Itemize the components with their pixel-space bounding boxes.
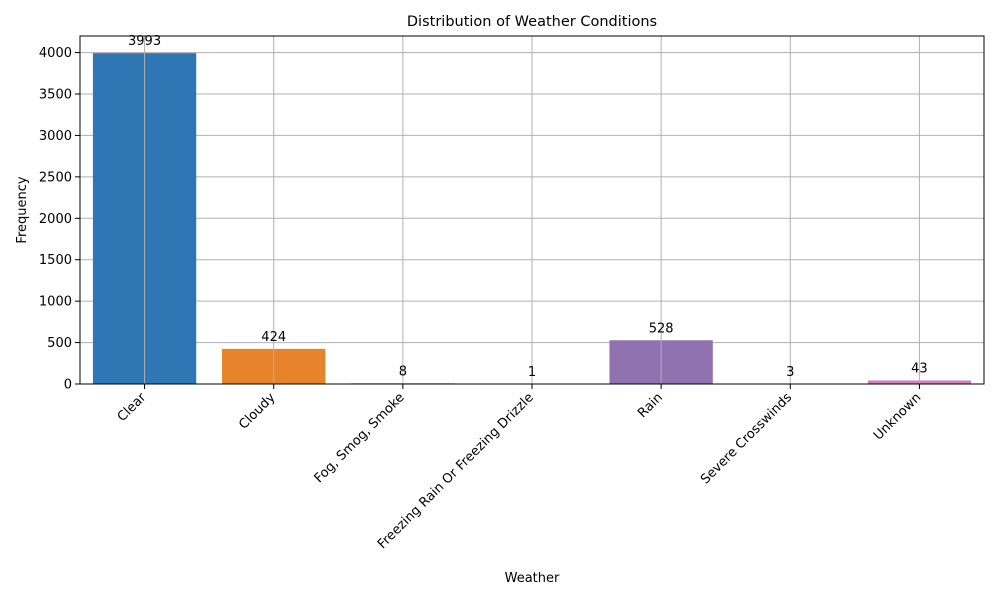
y-tick-label: 2000 <box>39 212 72 227</box>
chart-title: Distribution of Weather Conditions <box>407 14 657 30</box>
data-label: 8 <box>399 364 407 379</box>
x-tick-label: Clear <box>115 390 150 425</box>
y-tick-label: 3000 <box>39 129 72 144</box>
data-label: 43 <box>911 361 928 376</box>
y-tick-label: 1000 <box>39 295 72 310</box>
x-tick-label: Unknown <box>871 390 924 443</box>
data-label: 1 <box>528 365 536 380</box>
x-axis-label: Weather <box>505 571 560 586</box>
data-labels: 3993 424 8 1 528 3 43 <box>128 34 928 380</box>
y-tick-label: 4000 <box>39 46 72 61</box>
x-tick-label: Freezing Rain Or Freezing Drizzle <box>375 390 537 552</box>
x-tick-label: Rain <box>635 390 666 421</box>
y-tick-label: 0 <box>64 378 72 393</box>
y-tick-label: 1500 <box>39 253 72 268</box>
x-tick-label: Severe Crosswinds <box>698 390 795 487</box>
data-label: 3 <box>786 365 794 380</box>
y-axis-label: Frequency <box>15 176 30 243</box>
y-tick-label: 500 <box>47 336 72 351</box>
x-tick-label: Fog, Smog, Smoke <box>312 390 408 486</box>
data-label: 528 <box>649 321 674 336</box>
data-label: 424 <box>261 330 286 345</box>
vertical-grid-lines <box>144 36 920 384</box>
y-axis-ticks: 0 500 1000 1500 2000 2500 3000 3500 4000 <box>39 46 80 393</box>
data-label: 3993 <box>128 34 161 49</box>
y-tick-label: 2500 <box>39 170 72 185</box>
x-tick-label: Cloudy <box>236 390 279 433</box>
y-tick-label: 3500 <box>39 88 72 103</box>
